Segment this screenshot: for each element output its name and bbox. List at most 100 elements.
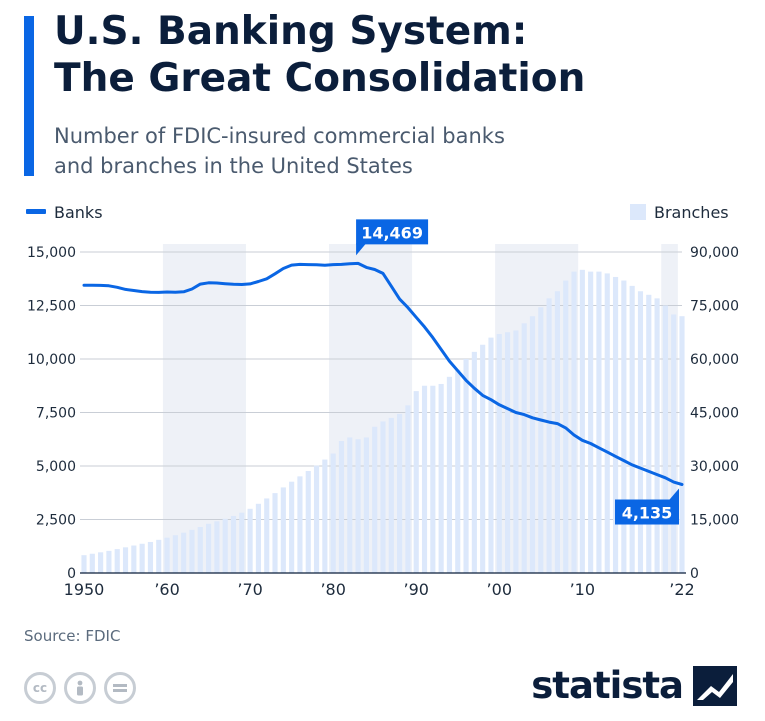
branches-bar-1951 bbox=[89, 553, 95, 573]
branches-bar-1980 bbox=[330, 453, 336, 573]
nd-icon[interactable] bbox=[104, 672, 136, 704]
chart-subtitle: Number of FDIC-insured commercial banks … bbox=[54, 121, 654, 181]
branches-bar-1959 bbox=[156, 539, 162, 573]
branches-bar-1953 bbox=[106, 550, 112, 573]
y-left-tick-label: 12,500 bbox=[27, 299, 76, 315]
x-tick-label: ’22 bbox=[669, 580, 694, 599]
branches-bar-2009 bbox=[571, 271, 577, 573]
branches-bar-1956 bbox=[131, 545, 137, 573]
branches-bar-2022 bbox=[679, 316, 685, 573]
branches-bar-1971 bbox=[255, 503, 261, 573]
branches-bar-2012 bbox=[596, 271, 602, 573]
statista-mark-icon bbox=[693, 665, 737, 706]
branches-bar-2016 bbox=[629, 285, 635, 573]
branches-bar-1994 bbox=[446, 376, 453, 573]
branches-bar-1955 bbox=[122, 547, 129, 573]
legend-branches-swatch bbox=[630, 204, 646, 220]
chart-title: U.S. Banking System: The Great Consolida… bbox=[54, 8, 754, 102]
branches-bar-1966 bbox=[214, 521, 220, 573]
y-right-tick-label: 15,000 bbox=[690, 513, 739, 529]
branches-bar-1957 bbox=[139, 543, 145, 573]
branches-bar-2003 bbox=[521, 323, 527, 573]
peak-callout-pointer bbox=[356, 243, 367, 256]
y-right-tick-label: 75,000 bbox=[690, 299, 739, 315]
legend-banks-label: Banks bbox=[54, 203, 103, 222]
y-left-tick-label: 0 bbox=[67, 566, 76, 582]
branches-bar-1978 bbox=[313, 465, 320, 573]
branches-bar-1963 bbox=[189, 529, 195, 573]
branches-bar-2004 bbox=[529, 316, 536, 573]
branches-bar-1996 bbox=[463, 359, 469, 573]
branches-bar-1979 bbox=[322, 459, 328, 573]
peak-callout-label: 14,469 bbox=[361, 223, 423, 242]
branches-bar-1962 bbox=[181, 532, 187, 573]
branches-bar-1997 bbox=[471, 351, 477, 573]
source-note: Source: FDIC bbox=[24, 627, 121, 645]
branches-bar-1972 bbox=[264, 498, 270, 573]
cc-icon[interactable]: cc bbox=[24, 672, 56, 704]
subtitle-line-1: Number of FDIC-insured commercial banks bbox=[54, 124, 505, 148]
branches-bar-1992 bbox=[430, 385, 436, 573]
x-tick-label: ’60 bbox=[154, 580, 179, 599]
branches-bar-1952 bbox=[98, 552, 104, 573]
branches-bar-2013 bbox=[604, 273, 610, 573]
x-tick-label: ’00 bbox=[487, 580, 512, 599]
y-left-tick-label: 10,000 bbox=[27, 352, 76, 368]
branches-bar-1981 bbox=[338, 441, 345, 573]
x-tick-label: ’80 bbox=[320, 580, 345, 599]
title-line-1: U.S. Banking System: bbox=[54, 9, 528, 54]
branches-bar-1982 bbox=[347, 437, 353, 573]
latest-callout-pointer bbox=[667, 488, 679, 503]
branches-bar-2002 bbox=[513, 330, 519, 573]
branches-bar-2000 bbox=[496, 334, 502, 573]
branches-bar-1965 bbox=[206, 523, 212, 573]
branches-bar-1970 bbox=[247, 508, 253, 573]
branches-bar-2007 bbox=[554, 291, 560, 573]
branches-bar-1999 bbox=[488, 337, 494, 573]
branches-bar-1964 bbox=[197, 526, 203, 573]
branches-bar-1977 bbox=[305, 470, 311, 573]
x-tick-label: ’90 bbox=[403, 580, 428, 599]
banking-chart: 0 2,500 5,000 7,500 10,000 12,500 15,000 0 15,00… bbox=[26, 203, 739, 599]
branches-bar-1961 bbox=[172, 535, 178, 573]
branches-bar-1954 bbox=[114, 549, 120, 573]
branches-bar-2019 bbox=[654, 298, 660, 573]
y-left-tick-label: 5,000 bbox=[36, 459, 76, 475]
branches-bar-1958 bbox=[147, 541, 154, 573]
branches-bar-1960 bbox=[164, 537, 170, 573]
branches-bar-1974 bbox=[280, 487, 286, 573]
x-tick-label: 1950 bbox=[64, 580, 105, 599]
branches-bar-2005 bbox=[538, 307, 544, 573]
y-left-tick-label: 2,500 bbox=[36, 513, 76, 529]
branches-bar-2021 bbox=[671, 314, 677, 573]
branches-bar-1967 bbox=[222, 518, 228, 573]
y-right-tick-label: 0 bbox=[690, 566, 699, 582]
branches-bar-1983 bbox=[355, 439, 361, 573]
latest-callout-label: 4,135 bbox=[622, 504, 673, 523]
branches-bar-1950 bbox=[81, 555, 87, 573]
latest-callout-box bbox=[615, 499, 679, 525]
branches-bar-2011 bbox=[588, 271, 594, 573]
branches-bar-1969 bbox=[239, 512, 245, 573]
branches-bar-1973 bbox=[272, 493, 278, 573]
branches-bar-1986 bbox=[380, 421, 386, 573]
title-accent-bar bbox=[24, 16, 34, 176]
license-icons: cc bbox=[24, 672, 136, 704]
branches-bar-1990 bbox=[413, 391, 419, 573]
branches-bar-1975 bbox=[289, 481, 295, 573]
branches-bar-2018 bbox=[646, 294, 652, 573]
y-left-tick-label: 7,500 bbox=[36, 406, 76, 422]
by-icon[interactable] bbox=[64, 672, 96, 704]
statista-logo[interactable]: statista bbox=[531, 664, 737, 707]
branches-bar-1984 bbox=[363, 437, 369, 573]
x-tick-label: ’70 bbox=[237, 580, 262, 599]
branches-bar-1998 bbox=[480, 344, 486, 573]
y-left-tick-label: 15,000 bbox=[27, 245, 76, 261]
branches-bar-2010 bbox=[579, 269, 585, 573]
branches-bar-2015 bbox=[621, 280, 627, 573]
title-line-2: The Great Consolidation bbox=[54, 56, 586, 101]
branches-bar-2001 bbox=[505, 332, 511, 573]
branches-bar-2017 bbox=[637, 291, 644, 573]
branches-bar-1995 bbox=[455, 369, 461, 573]
peak-callout-box bbox=[356, 219, 429, 245]
